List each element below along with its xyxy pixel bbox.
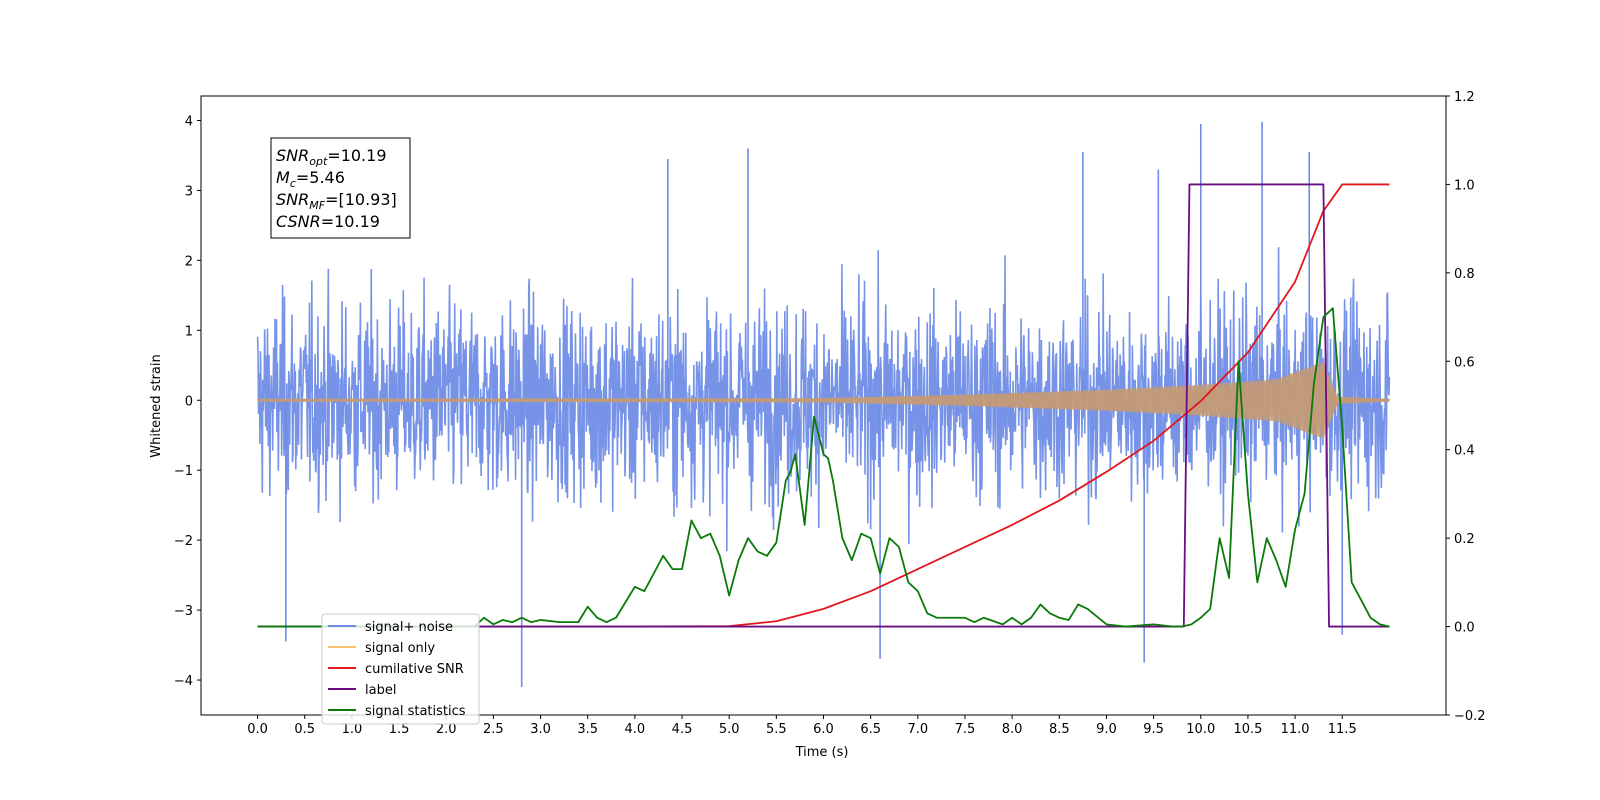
x-tick-label: 7.0 (907, 722, 928, 737)
annotation-value: =10.19 (327, 146, 386, 165)
y-right-tick-label: 1.2 (1454, 90, 1475, 105)
series-cumilative-snr (257, 183, 1390, 628)
x-tick-label: 9.5 (1143, 722, 1164, 737)
annotation-value: =5.46 (296, 168, 345, 187)
y-right-tick-label: 0.2 (1454, 532, 1475, 547)
legend-label: label (365, 683, 396, 698)
x-tick-label: 1.5 (389, 722, 410, 737)
x-axis: 0.0 0.5 1.0 1.5 2.0 2.5 3.0 3.5 4.0 4.5 5.0 5.5 6.0 6… (247, 715, 1357, 737)
y-right-tick-label: 0.6 (1454, 355, 1475, 370)
x-tick-label: 10.5 (1233, 722, 1262, 737)
legend: signal+ noise signal only cumilative SNR la… (321, 613, 480, 725)
x-tick-label: 11.0 (1281, 722, 1310, 737)
annotation-subscript: MF (309, 199, 325, 212)
legend-label: signal+ noise (365, 620, 453, 635)
series-signal-statistics (257, 307, 1390, 628)
x-tick-label: 6.0 (813, 722, 834, 737)
x-axis-label: Time (s) (795, 745, 849, 760)
legend-label: signal statistics (365, 704, 466, 719)
annotation-symbol: CSNR (276, 212, 321, 231)
y-left-tick-label: 4 (185, 114, 193, 129)
x-tick-label: 11.5 (1328, 722, 1357, 737)
annotation-symbol: M (276, 168, 290, 187)
legend-label: cumilative SNR (365, 662, 464, 677)
annotation-value: =10.19 (321, 212, 380, 231)
x-tick-label: 8.5 (1049, 722, 1070, 737)
y-axis-label-left: Whitened strain (149, 354, 164, 457)
x-tick-label: 8.0 (1002, 722, 1023, 737)
x-tick-label: 2.5 (483, 722, 504, 737)
y-right-tick-label: 0.4 (1454, 444, 1475, 459)
y-right-tick-label: 0.8 (1454, 267, 1475, 282)
y-left-tick-label: 1 (185, 324, 193, 339)
x-tick-label: 3.0 (530, 722, 551, 737)
x-tick-label: 4.5 (672, 722, 693, 737)
annotation-subscript: c (290, 177, 296, 190)
legend-frame (321, 613, 480, 725)
legend-label: signal only (365, 641, 435, 656)
x-tick-label: 5.5 (766, 722, 787, 737)
annotation-text: SNRopt=10.19 Mc=5.46 SNRMF=[10.93] CSNR=10.… (276, 146, 397, 231)
annotation-box: SNRopt=10.19 Mc=5.46 SNRMF=[10.93] CSNR=10.… (270, 137, 411, 239)
x-tick-label: 2.0 (436, 722, 457, 737)
annotation-value: =[10.93] (325, 190, 397, 209)
y-left-tick-label: −3 (174, 604, 193, 619)
y-left-tick-label: −1 (174, 464, 193, 479)
x-tick-label: 1.0 (342, 722, 363, 737)
x-tick-label: 6.5 (860, 722, 881, 737)
x-tick-label: 4.0 (625, 722, 646, 737)
series-label (257, 183, 1390, 628)
y-left-tick-label: −2 (174, 534, 193, 549)
x-tick-label: 9.0 (1096, 722, 1117, 737)
annotation-symbol: SNR (276, 190, 309, 209)
annotation-symbol: SNR (276, 146, 309, 165)
x-tick-label: 0.5 (294, 722, 315, 737)
x-tick-label: 10.0 (1186, 722, 1215, 737)
annotation-subscript: opt (309, 155, 328, 168)
series-signal-only (257, 361, 1390, 439)
x-tick-label: 5.0 (719, 722, 740, 737)
y-right-tick-label: 1.0 (1454, 178, 1475, 193)
y-axis-left: −4 −3 −2 −1 0 1 2 3 4 (174, 114, 201, 689)
y-left-tick-label: 0 (185, 394, 193, 409)
series-layer (256, 121, 1391, 688)
y-left-tick-label: 2 (185, 254, 193, 269)
x-tick-label: 3.5 (577, 722, 598, 737)
y-right-tick-label: 0.0 (1454, 621, 1475, 636)
x-tick-label: 7.5 (955, 722, 976, 737)
y-right-tick-label: −0.2 (1454, 709, 1486, 724)
y-left-tick-label: −4 (174, 674, 193, 689)
x-tick-label: 0.0 (247, 722, 268, 737)
y-axis-right: −0.2 0.0 0.2 0.4 0.6 0.8 1.0 1.2 (1446, 90, 1486, 724)
y-left-tick-label: 3 (185, 184, 193, 199)
